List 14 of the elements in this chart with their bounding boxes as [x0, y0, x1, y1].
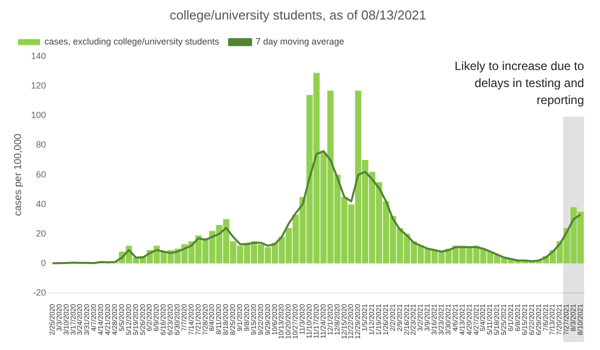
y-axis-title: cases per 100,000 — [12, 133, 24, 216]
y-tick-label: 60 — [36, 169, 46, 180]
y-tick-label: 0 — [41, 258, 46, 268]
y-tick-label: 140 — [30, 51, 46, 62]
y-tick-label: 120 — [30, 80, 46, 91]
y-tick-label: 20 — [36, 228, 46, 238]
legend-label: cases, excluding college/university students — [44, 36, 220, 47]
y-tick-label: -20 — [33, 287, 46, 298]
chart-title: college/university students, as of 08/13/2021 — [170, 7, 426, 22]
band-label: Likely to increase due to delays in testing and reporting — [454, 58, 584, 107]
y-tick-label: 40 — [36, 198, 46, 209]
y-tick-label: 80 — [36, 140, 46, 150]
y-tick-label: 100 — [30, 110, 46, 120]
legend-label: 7 day moving average — [256, 36, 344, 47]
